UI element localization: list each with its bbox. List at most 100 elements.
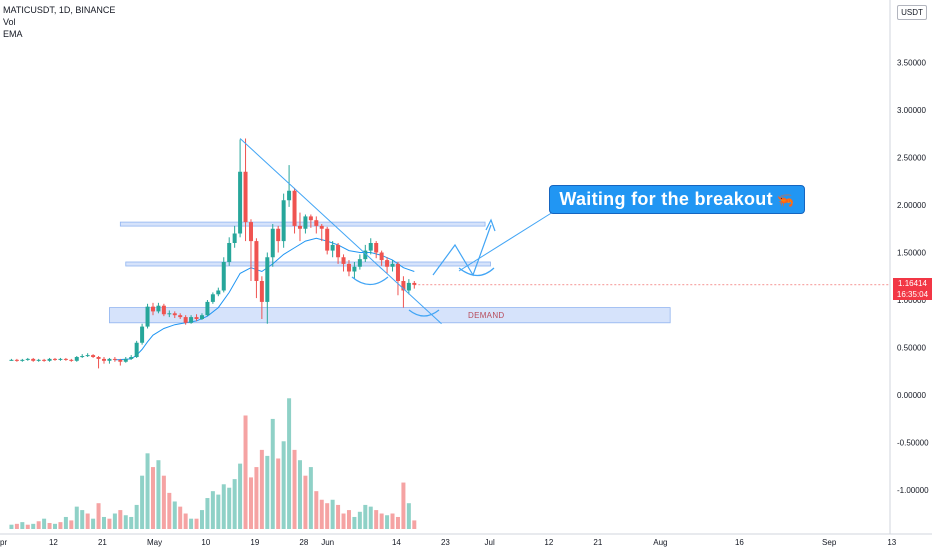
volume-bar (357, 511, 362, 529)
candle (20, 358, 25, 362)
candle (357, 254, 362, 270)
volume-bar (336, 504, 341, 529)
candle (47, 357, 52, 362)
candle-body (243, 171, 248, 223)
candle (221, 257, 226, 293)
volume-bar (58, 522, 63, 529)
chart-legend: MATICUSDT, 1D, BINANCE Vol EMA (3, 4, 115, 40)
x-tick-label: 23 (441, 538, 450, 547)
candle-body (265, 257, 270, 302)
candle (232, 225, 237, 248)
volume-bar (134, 504, 139, 529)
candle-body (395, 263, 400, 281)
candle-body (221, 262, 226, 291)
volume-bar (341, 513, 346, 529)
candle (14, 358, 19, 362)
volume-bar (368, 506, 373, 529)
y-axis[interactable]: 43.500003.000002.500002.000001.500001.00… (897, 5, 929, 495)
volume-bar (232, 479, 237, 529)
shrimp-icon: 🦐 (776, 192, 795, 208)
descending-trendline (239, 138, 442, 325)
volume-bar (36, 521, 41, 529)
candle (248, 219, 253, 281)
volume-bar (101, 516, 106, 529)
candle-body (20, 359, 25, 361)
volume-bar (107, 518, 112, 529)
y-tick-label: -1.00000 (897, 486, 929, 495)
candle-body (80, 356, 85, 358)
candle-body (183, 317, 188, 323)
volume-bar (248, 477, 253, 529)
candle (183, 315, 188, 325)
candle (259, 276, 264, 319)
breakout-arrowhead (485, 218, 496, 232)
candle-body (123, 358, 128, 362)
candle (85, 353, 90, 357)
candle-body (25, 358, 30, 360)
candle-body (270, 228, 275, 258)
candle-body (101, 358, 106, 361)
ema-line (114, 237, 415, 361)
candle (390, 260, 395, 272)
candle-body (134, 342, 139, 357)
volume-bar (346, 510, 351, 529)
candle-body (216, 290, 221, 295)
candle-body (63, 358, 68, 360)
currency-button[interactable]: USDT (897, 5, 927, 20)
volume-bar (395, 516, 400, 529)
candle-body (205, 301, 210, 316)
volume-bar (69, 520, 74, 529)
demand-zone-label: DEMAND (468, 311, 505, 320)
candle-body (47, 358, 52, 361)
volume-bar (325, 503, 330, 529)
candle-body (385, 260, 390, 267)
candle (167, 310, 172, 318)
candle-body (199, 315, 204, 319)
candle-body (363, 250, 368, 260)
candle (336, 243, 341, 264)
candle (297, 212, 302, 242)
candle (205, 300, 210, 317)
symbol-title[interactable]: MATICUSDT, 1D, BINANCE (3, 5, 116, 15)
x-tick-label: Jul (485, 538, 495, 547)
candle (330, 241, 335, 258)
candle (319, 224, 324, 242)
y-tick-label: 2.00000 (897, 201, 926, 210)
candle (58, 357, 63, 361)
candle (25, 357, 30, 361)
x-axis[interactable]: pr 12 21 May 10 19 28 Jun 14 23 Jul 12 21 Aug 16 Sep 13 (0, 538, 897, 547)
last-price: 1.16414 (898, 279, 927, 288)
candle-body (238, 171, 243, 234)
candle-body (406, 282, 411, 291)
volume-bar (385, 515, 390, 529)
candle (227, 237, 232, 266)
candle-body (259, 281, 264, 302)
y-tick-label: -0.50000 (897, 439, 929, 448)
volume-bar (379, 513, 384, 529)
candle-body (156, 305, 161, 312)
volume-bar (52, 523, 57, 529)
x-tick-label: Sep (822, 538, 837, 547)
volume-bar (270, 418, 275, 529)
candle-body (189, 317, 194, 323)
candle-body (172, 313, 177, 316)
breakout-callout[interactable]: Waiting for the breakout 🦐 (549, 185, 805, 214)
breakout-path (432, 224, 492, 277)
candle-body (368, 243, 373, 251)
candle-body (276, 228, 281, 242)
ema-indicator-label[interactable]: EMA (3, 29, 23, 39)
candle (134, 340, 139, 358)
candle-body (287, 190, 292, 201)
candle (9, 358, 14, 361)
volume-bar (145, 453, 150, 529)
candle-body (390, 263, 395, 267)
volume-bar (31, 523, 36, 529)
volume-bar (9, 524, 14, 529)
candle (194, 314, 199, 321)
volume-indicator-label[interactable]: Vol (3, 17, 16, 27)
candle-body (194, 317, 199, 319)
shoulder-arc-right (458, 267, 495, 277)
candle (74, 356, 79, 362)
volume-bar (20, 522, 25, 529)
